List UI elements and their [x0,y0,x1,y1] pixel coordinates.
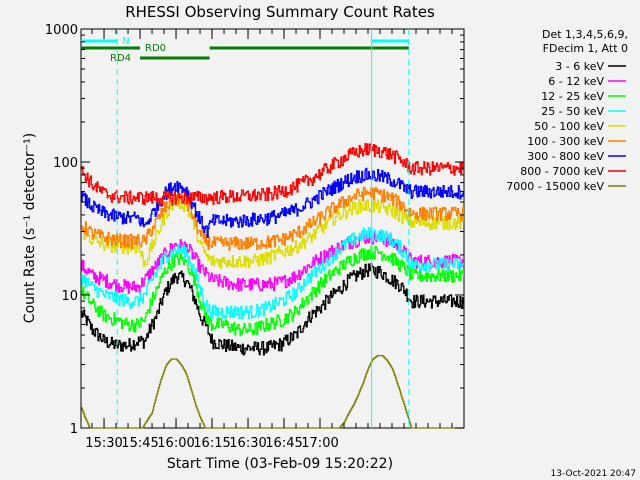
x-tick-label: 15:30 [85,436,122,451]
flag-label: RD0 [145,43,166,54]
series-line [81,194,465,269]
legend-label: 7000 - 15000 keV [506,180,604,193]
y-tick-label: 10 [61,289,78,304]
chart-title: RHESSI Observing Summary Count Rates [125,3,435,21]
legend-label: 3 - 6 keV [555,60,604,73]
legend-header: FDecim 1, Att 0 [543,42,628,55]
series-line [81,227,465,320]
legend-label: 12 - 25 keV [541,90,604,103]
legend-header: Det 1,3,4,5,6,9, [542,28,628,41]
legend-label: 50 - 100 keV [534,120,604,133]
x-tick-label: 16:00 [157,436,194,451]
x-tick-label: 17:00 [301,436,338,451]
axes-group: 1 10 100 1000 15:3015:4516:0016:1516:3016:45… [45,23,464,451]
legend-label: 100 - 300 keV [527,135,604,148]
flags-group: N RD0 RD4 [81,29,410,428]
x-tick-label: 16:30 [229,436,266,451]
series-line [81,263,465,356]
series-line [81,245,465,337]
legend: Det 1,3,4,5,6,9,FDecim 1, Att 0 3 - 6 keV… [506,28,628,193]
x-tick-label: 16:15 [193,436,230,451]
legend-label: 6 - 12 keV [548,75,604,88]
series-line [81,186,465,251]
x-tick-label: 16:45 [265,436,302,451]
flag-label: RD4 [110,53,131,64]
legend-label: 25 - 50 keV [541,105,604,118]
flag-label: N [122,36,129,47]
footer-timestamp: 13-Oct-2021 20:47 [551,469,636,479]
y-tick-label: 1 [70,422,78,437]
y-axis-label: Count Rate (s⁻¹ detector⁻¹) [22,133,38,323]
x-tick-label: 15:45 [121,436,158,451]
series-line [81,142,465,206]
y-tick-label: 1000 [45,23,78,38]
legend-label: 300 - 800 keV [527,150,604,163]
series-line [81,167,465,239]
legend-label: 800 - 7000 keV [520,165,604,178]
x-axis-label: Start Time (03-Feb-09 15:20:22) [167,456,393,472]
y-tick-label: 100 [53,156,78,171]
